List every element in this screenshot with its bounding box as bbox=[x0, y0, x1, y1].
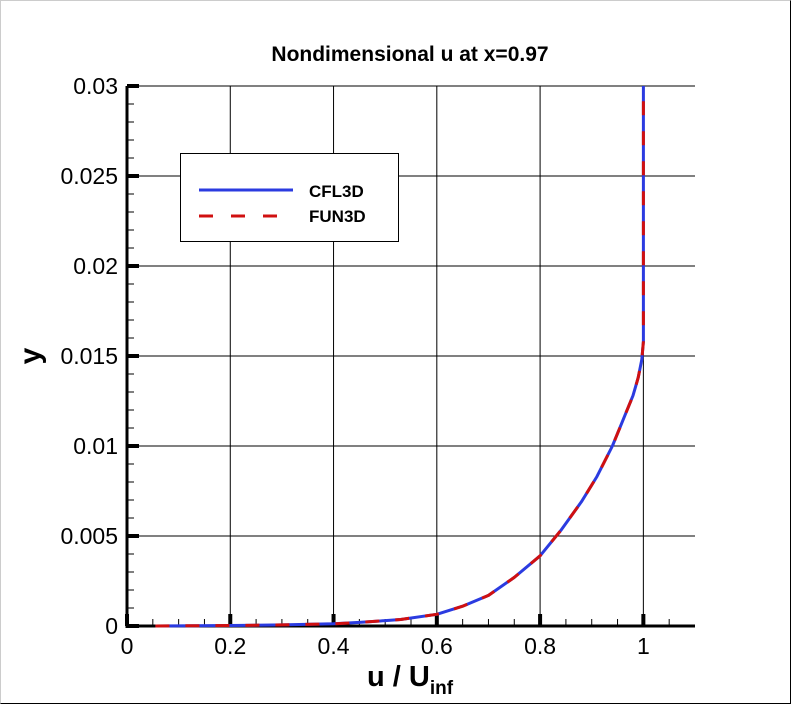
legend-box bbox=[180, 153, 399, 242]
y-tick-label: 0.005 bbox=[60, 523, 118, 549]
legend: CFL3D FUN3D bbox=[180, 153, 399, 242]
x-tick-label: 0.4 bbox=[318, 633, 350, 659]
x-axis-label-sub: inf bbox=[430, 678, 454, 699]
series-line-fun3d bbox=[155, 86, 645, 628]
x-axis-label: u / Uinf bbox=[367, 661, 454, 699]
x-axis-label-main: u / U bbox=[367, 661, 430, 693]
y-tick-label: 0.01 bbox=[73, 433, 118, 459]
x-tick-label: 0 bbox=[121, 633, 134, 659]
legend-label-cfl3d: CFL3D bbox=[309, 182, 364, 201]
y-tick-label: 0 bbox=[105, 613, 118, 639]
y-tick-label: 0.02 bbox=[73, 253, 118, 279]
y-tick-label: 0.015 bbox=[60, 343, 118, 369]
chart-title: Nondimensional u at x=0.97 bbox=[271, 43, 548, 66]
x-tick-label: 0.6 bbox=[421, 633, 453, 659]
x-tick-label: 0.2 bbox=[214, 633, 246, 659]
y-axis-label: y bbox=[14, 347, 47, 364]
x-tick-label: 0.8 bbox=[524, 633, 556, 659]
legend-label-fun3d: FUN3D bbox=[309, 207, 366, 226]
x-tick-label: 1 bbox=[637, 633, 650, 659]
y-tick-label: 0.025 bbox=[60, 163, 118, 189]
y-tick-label: 0.03 bbox=[73, 73, 118, 99]
